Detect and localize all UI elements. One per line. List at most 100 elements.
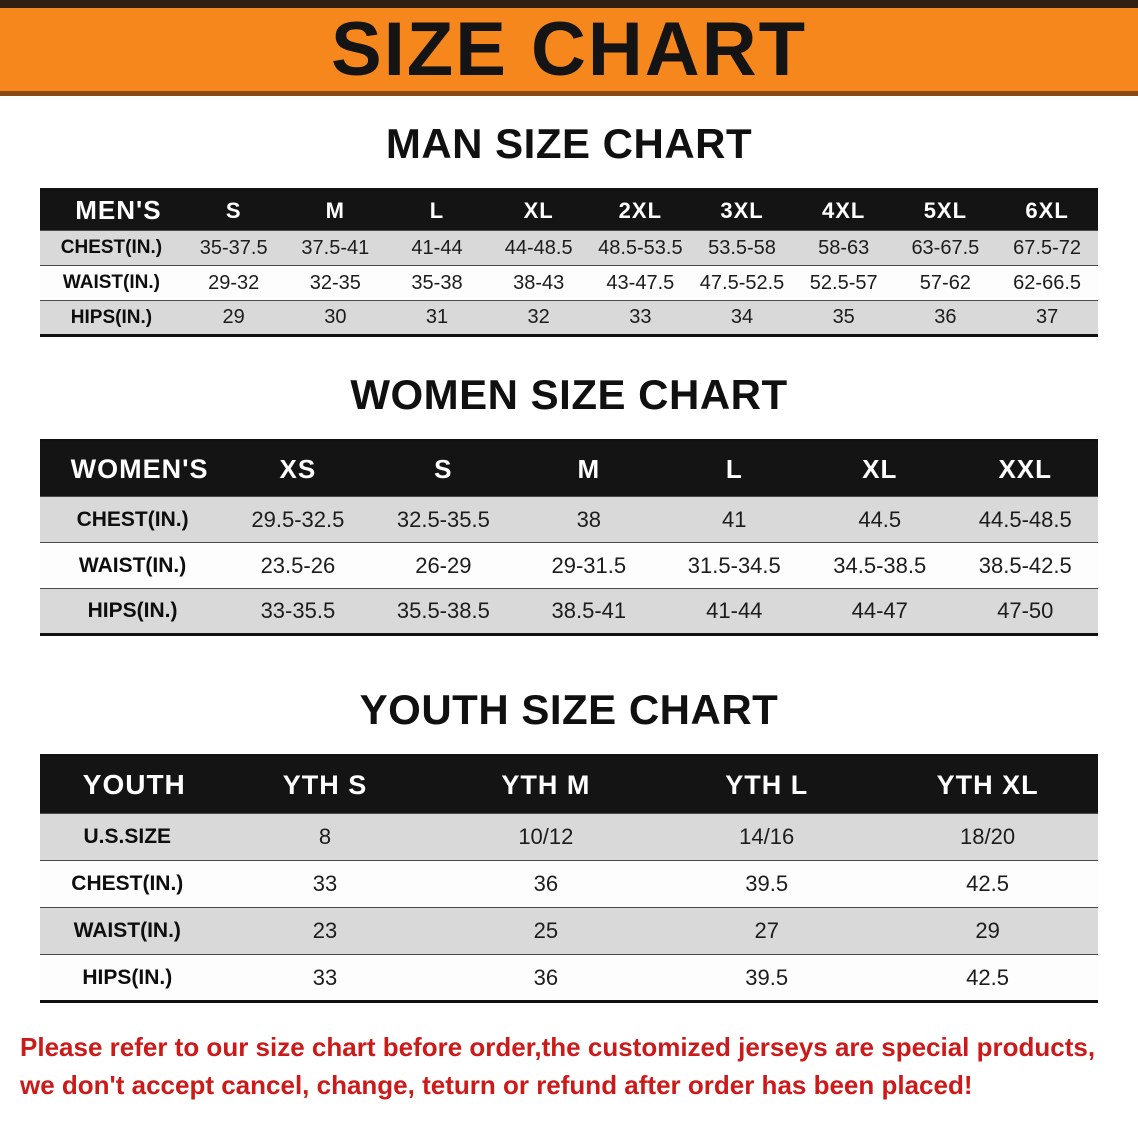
measurement-row: HIPS(IN.) 33 36 39.5 42.5: [40, 954, 1098, 1002]
size-value: 30: [284, 300, 387, 336]
size-value: 48.5-53.5: [589, 230, 692, 266]
measurement-row: WAIST(IN.) 29-32 32-35 35-38 38-43 43-47.5 47.…: [40, 265, 1098, 301]
size-value: 25: [435, 907, 657, 955]
size-value: 41-44: [386, 230, 488, 266]
size-column-header: XS: [225, 440, 371, 497]
size-value: 31: [386, 300, 488, 336]
size-value: 27: [656, 907, 878, 955]
size-chart-banner: SIZE CHART: [0, 8, 1138, 96]
size-value: 8: [214, 813, 436, 861]
size-value: 52.5-57: [792, 265, 895, 301]
size-value: 41: [661, 496, 808, 543]
measurement-row: CHEST(IN.) 33 36 39.5 42.5: [40, 860, 1098, 908]
size-column-header: YTH XL: [877, 755, 1098, 814]
table-title-cell: MEN'S: [40, 189, 183, 231]
size-value: 36: [435, 860, 657, 908]
size-value: 44-47: [807, 588, 953, 635]
size-value: 35: [792, 300, 895, 336]
size-value: 32: [487, 300, 590, 336]
size-column-header: YTH M: [435, 755, 657, 814]
men-section: MAN SIZE CHART MEN'S S M L XL 2XL 3XL 4XL 5XL 6XL…: [0, 120, 1138, 337]
measurement-row: U.S.SIZE 8 10/12 14/16 18/20: [40, 813, 1098, 861]
size-value: 41-44: [661, 588, 808, 635]
size-value: 33-35.5: [225, 588, 371, 635]
size-value: 37.5-41: [284, 230, 387, 266]
size-value: 35-37.5: [182, 230, 285, 266]
youth-size-table: YOUTH YTH S YTH M YTH L YTH XL U.S.SIZE 8 10/12…: [40, 754, 1098, 1003]
size-value: 47-50: [952, 588, 1098, 635]
size-value: 37: [996, 300, 1098, 336]
size-value: 47.5-52.5: [691, 265, 793, 301]
size-column-header: XL: [807, 440, 953, 497]
size-value: 29-32: [182, 265, 285, 301]
row-label: U.S.SIZE: [40, 813, 215, 861]
size-column-header: L: [661, 440, 808, 497]
size-value: 38-43: [487, 265, 590, 301]
size-value: 57-62: [894, 265, 997, 301]
measurement-row: WAIST(IN.) 23.5-26 26-29 29-31.5 31.5-34.5 34…: [40, 542, 1098, 589]
size-value: 67.5-72: [996, 230, 1098, 266]
size-value: 14/16: [656, 813, 878, 861]
men-section-heading: MAN SIZE CHART: [385, 120, 753, 167]
size-value: 62-66.5: [996, 265, 1098, 301]
table-header-row: WOMEN'S XS S M L XL XXL: [40, 440, 1098, 497]
disclaimer-line-2: we don't accept cancel, change, teturn o…: [20, 1069, 973, 1100]
size-value: 23.5-26: [225, 542, 371, 589]
men-size-table: MEN'S S M L XL 2XL 3XL 4XL 5XL 6XL CHEST(IN.) 35-37…: [40, 188, 1098, 337]
measurement-row: WAIST(IN.) 23 25 27 29: [40, 907, 1098, 955]
size-column-header: 4XL: [792, 189, 895, 231]
size-value: 39.5: [656, 954, 878, 1002]
women-size-table: WOMEN'S XS S M L XL XXL CHEST(IN.) 29.5-32.5 32.5…: [40, 439, 1098, 636]
size-value: 29: [182, 300, 285, 336]
size-value: 38.5-42.5: [952, 542, 1098, 589]
size-column-header: XXL: [952, 440, 1098, 497]
size-column-header: L: [386, 189, 488, 231]
size-column-header: 2XL: [589, 189, 692, 231]
women-section-heading: WOMEN SIZE CHART: [350, 371, 788, 418]
size-column-header: XL: [487, 189, 590, 231]
table-header-row: YOUTH YTH S YTH M YTH L YTH XL: [40, 755, 1098, 814]
row-label: CHEST(IN.): [40, 860, 215, 908]
size-column-header: 5XL: [894, 189, 997, 231]
women-section: WOMEN SIZE CHART WOMEN'S XS S M L XL XXL CHEST(…: [0, 371, 1138, 636]
size-value: 23: [214, 907, 436, 955]
row-label: HIPS(IN.): [40, 588, 226, 635]
size-value: 36: [894, 300, 997, 336]
size-value: 34: [691, 300, 793, 336]
size-value: 32-35: [284, 265, 387, 301]
size-value: 29: [877, 907, 1098, 955]
size-column-header: 6XL: [996, 189, 1098, 231]
banner-title: SIZE CHART: [331, 6, 807, 92]
youth-section: YOUTH SIZE CHART YOUTH YTH S YTH M YTH L YTH…: [0, 686, 1138, 1003]
size-value: 43-47.5: [589, 265, 692, 301]
measurement-row: CHEST(IN.) 35-37.5 37.5-41 41-44 44-48.5 48.5…: [40, 230, 1098, 266]
row-label: WAIST(IN.): [40, 265, 183, 301]
disclaimer-note: Please refer to our size chart before or…: [0, 1029, 1138, 1104]
size-value: 58-63: [792, 230, 895, 266]
table-header-row: MEN'S S M L XL 2XL 3XL 4XL 5XL 6XL: [40, 189, 1098, 231]
disclaimer-line-1: Please refer to our size chart before or…: [20, 1032, 1096, 1062]
size-value: 39.5: [656, 860, 878, 908]
row-label: HIPS(IN.): [40, 300, 183, 336]
size-value: 35.5-38.5: [370, 588, 517, 635]
size-value: 10/12: [435, 813, 657, 861]
measurement-row: CHEST(IN.) 29.5-32.5 32.5-35.5 38 41 44.5 44.5…: [40, 496, 1098, 543]
measurement-row: HIPS(IN.) 33-35.5 35.5-38.5 38.5-41 41-44 44-…: [40, 588, 1098, 635]
size-value: 29.5-32.5: [225, 496, 371, 543]
size-value: 38.5-41: [516, 588, 662, 635]
size-column-header: M: [516, 440, 662, 497]
size-value: 44.5: [807, 496, 953, 543]
banner-top-strip: [0, 0, 1138, 8]
size-value: 33: [214, 860, 436, 908]
measurement-row: HIPS(IN.) 29 30 31 32 33 34 35 36 37: [40, 300, 1098, 336]
size-column-header: YTH S: [214, 755, 436, 814]
size-value: 18/20: [877, 813, 1098, 861]
row-label: CHEST(IN.): [40, 230, 183, 266]
size-value: 44-48.5: [487, 230, 590, 266]
size-column-header: S: [370, 440, 517, 497]
size-value: 38: [516, 496, 662, 543]
size-value: 32.5-35.5: [370, 496, 517, 543]
size-value: 26-29: [370, 542, 517, 589]
size-column-header: M: [284, 189, 387, 231]
size-value: 42.5: [877, 860, 1098, 908]
